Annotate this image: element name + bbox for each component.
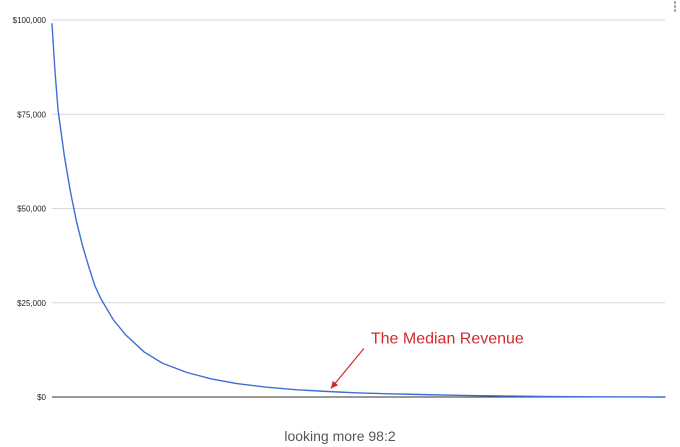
annotation-arrowhead (330, 380, 339, 389)
y-axis-tick-labels: $0 $25,000 $50,000 $75,000 $100,000 (13, 16, 47, 402)
chart-caption: looking more 98:2 (284, 428, 396, 444)
gridlines (52, 19, 665, 398)
y-tick-label: $75,000 (17, 110, 46, 119)
y-tick-label: $100,000 (13, 16, 47, 25)
more-options-icon[interactable] (672, 0, 678, 14)
series-line (51, 23, 666, 398)
series-layer (51, 23, 666, 398)
dot (673, 9, 677, 12)
dot (673, 1, 677, 4)
annotation-arrow (330, 348, 365, 389)
y-tick-label: $0 (37, 393, 46, 402)
y-tick-label: $25,000 (17, 299, 46, 308)
annotation: The Median Revenue (330, 331, 524, 389)
annotation-label: The Median Revenue (371, 331, 524, 348)
dot (673, 5, 677, 8)
y-tick-label: $50,000 (17, 205, 46, 214)
